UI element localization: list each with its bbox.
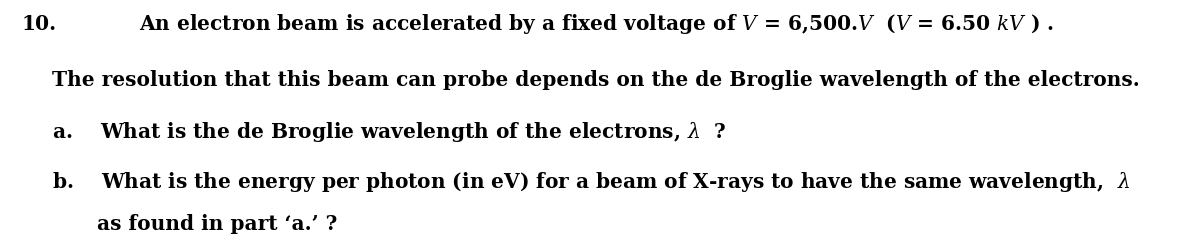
Text: An electron beam is accelerated by a fixed voltage of $\mathit{V}$ = 6,500.$\mat: An electron beam is accelerated by a fix… (139, 12, 1054, 36)
Text: 10.: 10. (21, 14, 57, 34)
Text: b.    What is the energy per photon (in eV) for a beam of X-rays to have the sam: b. What is the energy per photon (in eV)… (52, 170, 1130, 194)
Text: as found in part ‘a.’ ?: as found in part ‘a.’ ? (97, 214, 337, 234)
Text: a.    What is the de Broglie wavelength of the electrons, $\lambda$  ?: a. What is the de Broglie wavelength of … (52, 120, 727, 144)
Text: The resolution that this beam can probe depends on the de Broglie wavelength of : The resolution that this beam can probe … (52, 70, 1139, 90)
